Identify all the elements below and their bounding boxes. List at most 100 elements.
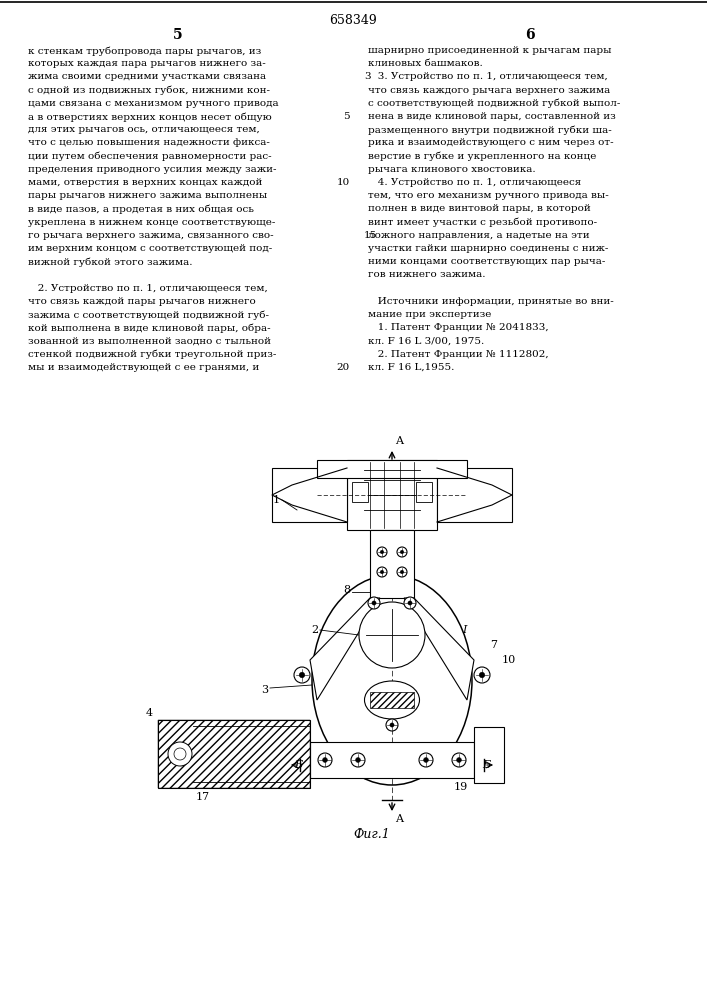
Text: зованной из выполненной заодно с тыльной: зованной из выполненной заодно с тыльной: [28, 336, 271, 345]
Text: винт имеет участки с резьбой противопо-: винт имеет участки с резьбой противопо-: [368, 218, 597, 227]
Text: 3. Устройство по п. 1, отличающееся тем,: 3. Устройство по п. 1, отличающееся тем,: [368, 72, 608, 81]
Text: вижной губкой этого зажима.: вижной губкой этого зажима.: [28, 257, 192, 267]
Text: ции путем обеспечения равномерности рас-: ции путем обеспечения равномерности рас-: [28, 152, 271, 161]
Circle shape: [299, 672, 305, 678]
Text: A: A: [395, 814, 403, 824]
Circle shape: [390, 723, 394, 727]
Text: 10: 10: [502, 655, 516, 665]
Text: размещенного внутри подвижной губки ша-: размещенного внутри подвижной губки ша-: [368, 125, 612, 135]
Text: жима своими средними участками связана: жима своими средними участками связана: [28, 72, 266, 81]
Text: 3: 3: [364, 72, 370, 81]
Circle shape: [380, 550, 384, 554]
Text: 10: 10: [337, 178, 350, 187]
Text: 15: 15: [364, 231, 378, 240]
Text: с одной из подвижных губок, нижними кон-: с одной из подвижных губок, нижними кон-: [28, 86, 270, 95]
Circle shape: [318, 753, 332, 767]
Bar: [370, 530, 414, 598]
Text: нена в виде клиновой пары, составленной из: нена в виде клиновой пары, составленной …: [368, 112, 616, 121]
Text: рычага клинового хвостовика.: рычага клинового хвостовика.: [368, 165, 536, 174]
Text: 1: 1: [273, 495, 280, 505]
Text: к стенкам трубопровода пары рычагов, из: к стенкам трубопровода пары рычагов, из: [28, 46, 262, 55]
Text: тем, что его механизм ручного привода вы-: тем, что его механизм ручного привода вы…: [368, 191, 609, 200]
Circle shape: [174, 748, 186, 760]
Bar: [352, 482, 368, 502]
Text: пары рычагов нижнего зажима выполнены: пары рычагов нижнего зажима выполнены: [28, 191, 267, 200]
Circle shape: [419, 753, 433, 767]
Bar: [158, 720, 310, 788]
Text: ними концами соответствующих пар рыча-: ними концами соответствующих пар рыча-: [368, 257, 605, 266]
Polygon shape: [404, 598, 474, 700]
Circle shape: [377, 567, 387, 577]
Circle shape: [372, 601, 376, 605]
Circle shape: [408, 601, 412, 605]
Text: 658349: 658349: [329, 14, 377, 27]
Text: мами, отверстия в верхних концах каждой: мами, отверстия в верхних концах каждой: [28, 178, 262, 187]
Circle shape: [474, 667, 490, 683]
Text: укреплена в нижнем конце соответствующе-: укреплена в нижнем конце соответствующе-: [28, 218, 275, 227]
Text: с соответствующей подвижной губкой выпол-: с соответствующей подвижной губкой выпол…: [368, 99, 620, 108]
Text: мание при экспертизе: мание при экспертизе: [368, 310, 491, 319]
Text: 2: 2: [311, 625, 318, 635]
Text: стенкой подвижной губки треугольной приз-: стенкой подвижной губки треугольной приз…: [28, 350, 276, 359]
Text: зажима с соответствующей подвижной губ-: зажима с соответствующей подвижной губ-: [28, 310, 269, 320]
Text: что с целью повышения надежности фикса-: что с целью повышения надежности фикса-: [28, 138, 270, 147]
Polygon shape: [310, 598, 380, 700]
Text: 6: 6: [525, 28, 534, 42]
Text: Фиг.1: Фиг.1: [354, 828, 390, 841]
Circle shape: [294, 667, 310, 683]
Bar: [317, 460, 467, 478]
Text: 4. Устройство по п. 1, отличающееся: 4. Устройство по п. 1, отличающееся: [368, 178, 581, 187]
Text: клиновых башмаков.: клиновых башмаков.: [368, 59, 483, 68]
Text: что связь каждого рычага верхнего зажима: что связь каждого рычага верхнего зажима: [368, 86, 610, 95]
Bar: [416, 482, 432, 502]
Text: верстие в губке и укрепленного на конце: верстие в губке и укрепленного на конце: [368, 152, 597, 161]
Circle shape: [397, 567, 407, 577]
Circle shape: [322, 758, 327, 762]
Text: Б: Б: [482, 760, 490, 770]
Text: для этих рычагов ось, отличающееся тем,: для этих рычагов ось, отличающееся тем,: [28, 125, 259, 134]
Text: го рычага верхнего зажима, связанного сво-: го рычага верхнего зажима, связанного св…: [28, 231, 274, 240]
Circle shape: [356, 758, 361, 762]
Bar: [310, 742, 474, 778]
Circle shape: [168, 742, 192, 766]
Text: мы и взаимодействующей с ее гранями, и: мы и взаимодействующей с ее гранями, и: [28, 363, 259, 372]
Circle shape: [359, 602, 425, 668]
Circle shape: [404, 597, 416, 609]
Text: 2. Патент Франции № 1112802,: 2. Патент Франции № 1112802,: [368, 350, 549, 359]
Circle shape: [452, 753, 466, 767]
Circle shape: [386, 719, 398, 731]
Text: 5: 5: [173, 28, 183, 42]
Text: цами связана с механизмом ручного привода: цами связана с механизмом ручного привод…: [28, 99, 279, 108]
Text: которых каждая пара рычагов нижнего за-: которых каждая пара рычагов нижнего за-: [28, 59, 266, 68]
Text: что связь каждой пары рычагов нижнего: что связь каждой пары рычагов нижнего: [28, 297, 256, 306]
Circle shape: [377, 547, 387, 557]
Ellipse shape: [365, 681, 419, 719]
Ellipse shape: [312, 575, 472, 785]
Text: I: I: [462, 625, 467, 635]
Text: рика и взаимодействующего с ним через от-: рика и взаимодействующего с ним через от…: [368, 138, 614, 147]
Bar: [272, 468, 347, 522]
Circle shape: [457, 758, 462, 762]
Text: 2. Устройство по п. 1, отличающееся тем,: 2. Устройство по п. 1, отличающееся тем,: [28, 284, 268, 293]
Circle shape: [397, 547, 407, 557]
Text: пределения приводного усилия между зажи-: пределения приводного усилия между зажи-: [28, 165, 276, 174]
Circle shape: [380, 570, 384, 574]
Circle shape: [479, 672, 485, 678]
Text: 5: 5: [344, 112, 350, 121]
Text: 17: 17: [196, 792, 210, 802]
Bar: [158, 720, 310, 788]
Circle shape: [351, 753, 365, 767]
Text: 3: 3: [261, 685, 268, 695]
Bar: [370, 692, 414, 708]
Circle shape: [400, 570, 404, 574]
Text: им верхним концом с соответствующей под-: им верхним концом с соответствующей под-: [28, 244, 272, 253]
Circle shape: [423, 758, 428, 762]
Bar: [474, 727, 504, 783]
Circle shape: [400, 550, 404, 554]
Text: а в отверстиях верхних концов несет общую: а в отверстиях верхних концов несет общу…: [28, 112, 271, 121]
Text: участки гайки шарнирно соединены с ниж-: участки гайки шарнирно соединены с ниж-: [368, 244, 609, 253]
Bar: [347, 460, 437, 530]
Text: гов нижнего зажима.: гов нижнего зажима.: [368, 270, 486, 279]
Text: кл. F 16 L 3/00, 1975.: кл. F 16 L 3/00, 1975.: [368, 336, 484, 345]
Text: ложного направления, а надетые на эти: ложного направления, а надетые на эти: [368, 231, 590, 240]
